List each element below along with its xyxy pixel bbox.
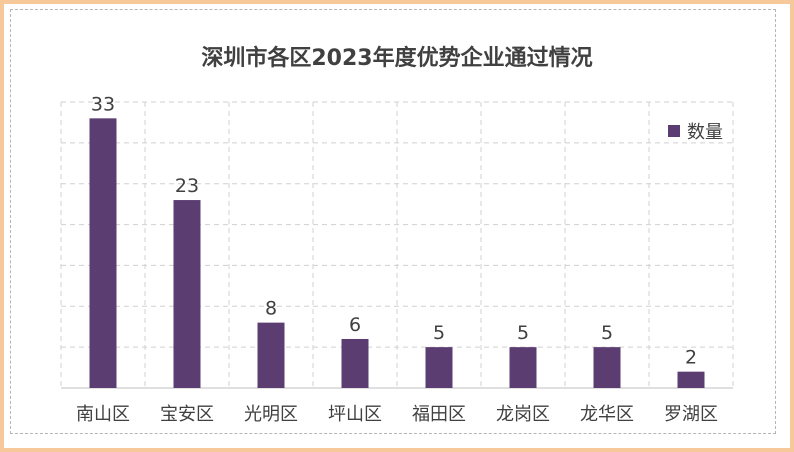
- data-label-5: 5: [517, 322, 529, 344]
- legend: 数量: [668, 118, 723, 144]
- data-label-0: 33: [91, 93, 115, 115]
- x-tick-label-5: 龙岗区: [496, 404, 550, 425]
- data-label-6: 5: [601, 322, 613, 344]
- bar-0: [89, 118, 117, 388]
- x-tick-label-7: 罗湖区: [664, 404, 718, 425]
- legend-swatch: [668, 125, 680, 137]
- bar-7: [677, 371, 705, 388]
- x-tick-label-6: 龙华区: [580, 404, 634, 425]
- legend-label: 数量: [687, 122, 723, 143]
- data-label-4: 5: [433, 322, 445, 344]
- x-tick-label-0: 南山区: [76, 404, 130, 425]
- data-label-7: 2: [685, 347, 697, 369]
- chart-title: 深圳市各区2023年度优势企业通过情况: [201, 46, 593, 71]
- x-tick-label-1: 宝安区: [160, 404, 214, 425]
- x-tick-label-4: 福田区: [412, 404, 466, 425]
- data-label-2: 8: [265, 298, 277, 320]
- bar-3: [341, 338, 369, 388]
- x-tick-label-2: 光明区: [244, 404, 298, 425]
- data-label-1: 23: [175, 175, 199, 197]
- bar-2: [257, 322, 285, 388]
- bar-5: [509, 347, 537, 388]
- bar-1: [173, 200, 201, 388]
- x-tick-label-3: 坪山区: [328, 404, 382, 425]
- bar-4: [425, 347, 453, 388]
- bar-6: [593, 347, 621, 388]
- data-label-3: 6: [349, 314, 361, 336]
- chart-area-border: [10, 9, 776, 434]
